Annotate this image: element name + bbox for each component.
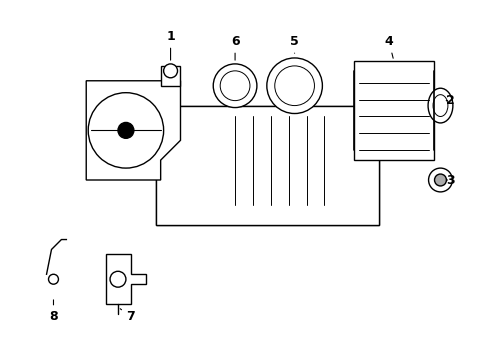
Ellipse shape — [427, 88, 452, 123]
Circle shape — [110, 271, 126, 287]
Text: 6: 6 — [230, 35, 239, 60]
Circle shape — [266, 58, 322, 113]
Text: 7: 7 — [120, 309, 135, 323]
Circle shape — [220, 71, 249, 100]
Text: 1: 1 — [166, 30, 175, 60]
Circle shape — [163, 64, 177, 78]
Text: 2: 2 — [445, 94, 454, 107]
Polygon shape — [86, 81, 180, 180]
Circle shape — [213, 64, 256, 108]
Text: 5: 5 — [290, 35, 298, 53]
Polygon shape — [155, 105, 378, 225]
FancyBboxPatch shape — [155, 105, 378, 225]
Circle shape — [88, 93, 163, 168]
FancyBboxPatch shape — [161, 66, 180, 86]
Circle shape — [274, 66, 314, 105]
Circle shape — [427, 168, 451, 192]
Polygon shape — [106, 255, 145, 304]
Polygon shape — [353, 61, 433, 160]
Text: 8: 8 — [49, 300, 58, 323]
Circle shape — [434, 174, 446, 186]
Text: 4: 4 — [384, 35, 392, 58]
Ellipse shape — [432, 95, 447, 117]
Text: 3: 3 — [445, 174, 454, 186]
Circle shape — [118, 122, 134, 138]
Circle shape — [48, 274, 59, 284]
